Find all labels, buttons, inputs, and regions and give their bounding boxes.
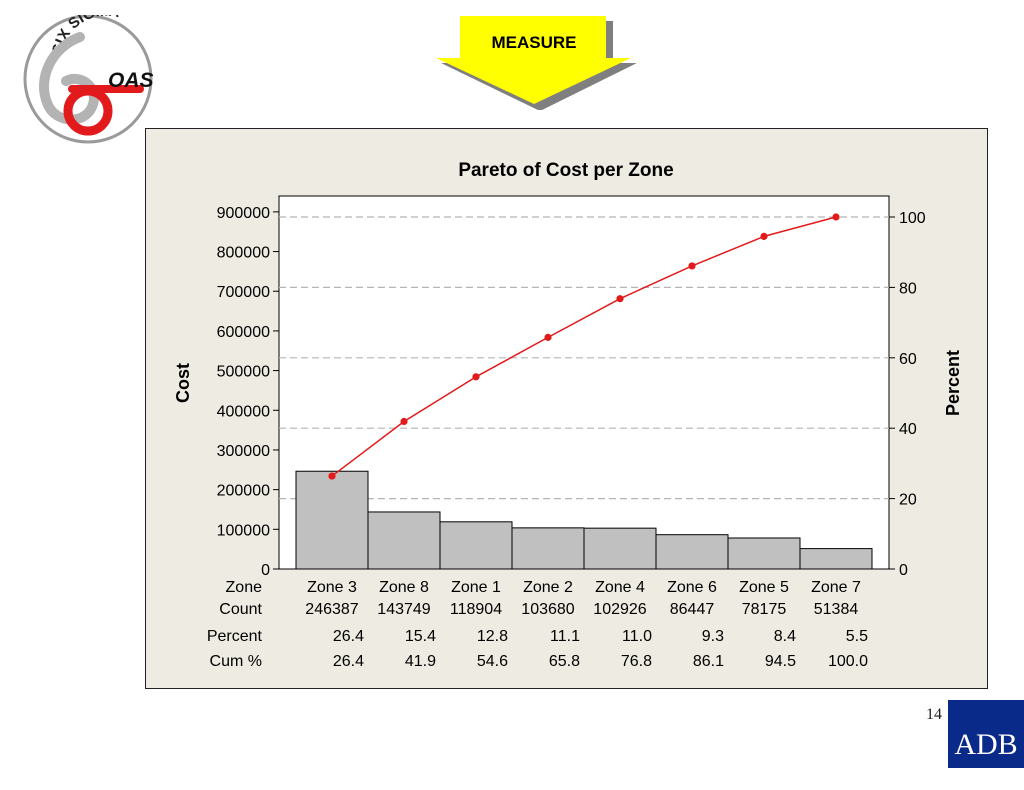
- cumulative-point: [328, 472, 336, 480]
- y-tick-label: 0: [261, 562, 270, 579]
- y2-tick-label: 60: [899, 351, 917, 368]
- table-cell: Zone 3: [307, 579, 357, 596]
- y-tick-label: 100000: [217, 522, 270, 539]
- table-cell: 54.6: [477, 653, 508, 670]
- table-row-label: Cum %: [210, 653, 262, 670]
- y-tick-label: 300000: [217, 443, 270, 460]
- slide-number: 14: [926, 706, 942, 723]
- table-cell: 26.4: [333, 653, 364, 670]
- cumulative-line: [328, 213, 840, 480]
- table-cell: 41.9: [405, 653, 436, 670]
- table-cell: 51384: [814, 601, 859, 618]
- cumulative-point: [688, 262, 696, 270]
- measure-banner: MEASURE: [436, 16, 636, 110]
- table-cell: 102926: [593, 601, 646, 618]
- y-axis-label: Cost: [173, 363, 193, 403]
- y2-tick-label: 100: [899, 210, 926, 227]
- logo-side-text: OAS: [108, 69, 154, 92]
- data-table: Zone Zone 3 Zone 8 Zone 1 Zone 2 Zone 4 Zone 6…: [207, 579, 868, 670]
- y-tick-label: 200000: [217, 483, 270, 500]
- cumulative-point: [832, 213, 840, 221]
- cumulative-point: [760, 232, 768, 240]
- table-cell: 246387: [305, 601, 358, 618]
- table-cell: Zone 8: [379, 579, 429, 596]
- bars: [295, 470, 873, 570]
- table-row-label: Percent: [207, 628, 263, 645]
- y2-tick-label: 40: [899, 421, 917, 438]
- table-cell: 94.5: [765, 653, 796, 670]
- cumulative-point: [616, 295, 624, 303]
- cumulative-point: [472, 373, 480, 381]
- table-cell: 100.0: [828, 653, 868, 670]
- table-cell: 76.8: [621, 653, 652, 670]
- table-cell: 12.8: [477, 628, 508, 645]
- six-sigma-oas-logo: SIX SIGMA OAS: [23, 15, 154, 144]
- bar-zone-8: [367, 511, 441, 570]
- bar-zone-3: [295, 470, 369, 570]
- cumulative-percent-line: [331, 216, 837, 477]
- axes: 0 100000 200000 300000 400000 500000 600000 700…: [217, 205, 926, 579]
- table-cell: 143749: [377, 601, 430, 618]
- bar-zone-7: [799, 548, 873, 570]
- banner-label: MEASURE: [491, 33, 576, 52]
- table-cell: 26.4: [333, 628, 364, 645]
- pareto-chart: Pareto of Cost per Zone 0 100000 200000 300…: [173, 160, 963, 670]
- table-cell: Zone 4: [595, 579, 645, 596]
- table-row-label: Count: [219, 601, 262, 618]
- table-cell: Zone 2: [523, 579, 573, 596]
- table-cell: Zone 5: [739, 579, 789, 596]
- bar-zone-4: [583, 527, 657, 570]
- table-cell: 11.0: [622, 628, 652, 645]
- table-cell: 86447: [670, 601, 715, 618]
- cumulative-point: [400, 417, 408, 426]
- table-cell: 65.8: [549, 653, 580, 670]
- table-cell: 103680: [521, 601, 574, 618]
- bar-zone-6: [655, 534, 729, 570]
- y2-tick-label: 20: [899, 492, 917, 509]
- y-tick-label: 600000: [217, 324, 270, 341]
- table-cell: 15.4: [405, 628, 436, 645]
- y2-tick-label: 0: [899, 562, 908, 579]
- adb-logo: ADB: [948, 700, 1024, 768]
- table-cell: Zone 1: [451, 579, 501, 596]
- table-row-label: Zone: [226, 579, 263, 596]
- table-cell: 118904: [450, 601, 502, 618]
- pareto-chart-panel: Pareto of Cost per Zone 0 100000 200000 300…: [145, 128, 988, 689]
- table-cell: 78175: [742, 601, 787, 618]
- table-cell: 8.4: [774, 628, 796, 645]
- y-tick-label: 500000: [217, 364, 270, 381]
- table-cell: 5.5: [846, 628, 868, 645]
- y-tick-label: 900000: [217, 205, 270, 222]
- bar-zone-2: [511, 527, 585, 570]
- chart-title: Pareto of Cost per Zone: [458, 160, 673, 181]
- table-cell: 86.1: [693, 653, 724, 670]
- bar-zone-5: [727, 537, 801, 570]
- table-cell: Zone 7: [811, 579, 861, 596]
- y2-tick-label: 80: [899, 280, 917, 297]
- table-cell: 11.1: [550, 628, 580, 645]
- cumulative-point: [544, 333, 552, 341]
- bar-zone-1: [439, 521, 513, 570]
- gridlines: [279, 216, 889, 500]
- y-tick-label: 800000: [217, 245, 270, 262]
- y-tick-label: 400000: [217, 403, 270, 420]
- y-tick-label: 700000: [217, 284, 270, 301]
- table-cell: Zone 6: [667, 579, 717, 596]
- y2-axis-label: Percent: [943, 350, 963, 416]
- table-cell: 9.3: [702, 628, 724, 645]
